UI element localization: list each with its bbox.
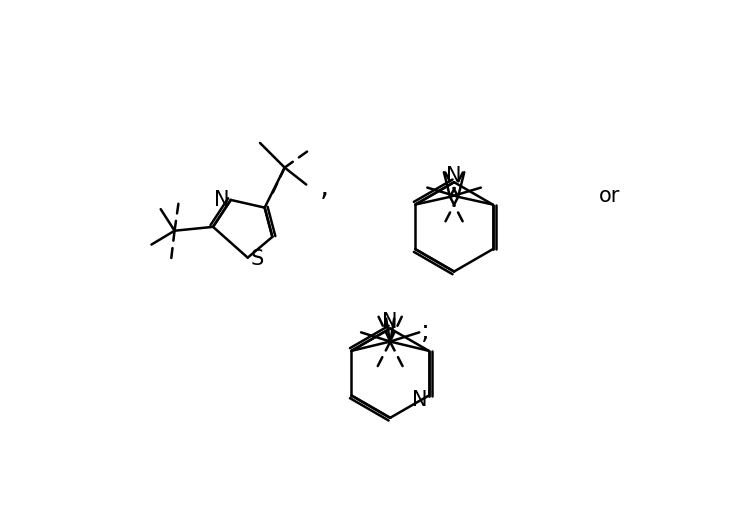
Text: S: S: [251, 249, 264, 269]
Text: N: N: [446, 166, 462, 186]
Text: ,: ,: [320, 174, 329, 202]
Text: N: N: [214, 190, 229, 210]
Text: N: N: [412, 390, 427, 410]
Text: or: or: [599, 186, 620, 206]
Text: N: N: [382, 312, 398, 332]
Text: ;: ;: [421, 319, 430, 345]
